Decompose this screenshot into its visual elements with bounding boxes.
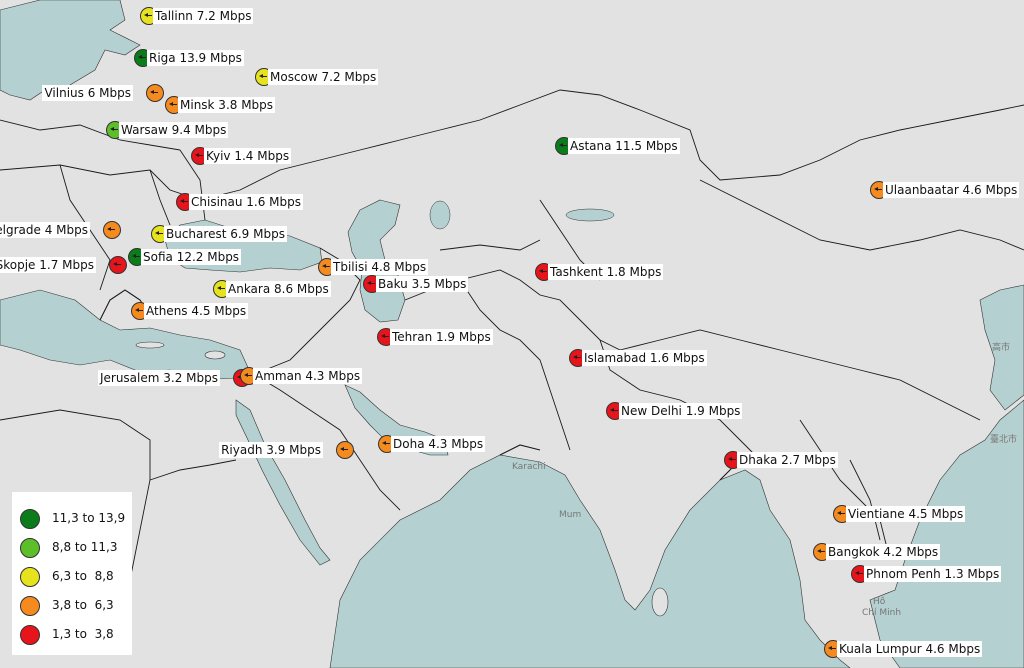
city-speed-label: Belgrade 4 Mbps <box>0 222 90 238</box>
city-speed-label: Moscow 7.2 Mbps <box>268 69 379 85</box>
city-speed-label: Tallinn 7.2 Mbps <box>153 8 254 24</box>
city-speed-label: Kyiv 1.4 Mbps <box>204 148 292 164</box>
east-china-sea <box>979 284 1024 411</box>
legend-swatch <box>20 596 40 616</box>
speed-dot[interactable] <box>103 221 121 239</box>
baltic-sea <box>0 0 141 101</box>
city-speed-label: Minsk 3.8 Mbps <box>178 97 276 113</box>
lake-balkhash <box>565 208 615 222</box>
legend: 11,3 to 13,9 8,8 to 11,3 6,3 to 8,8 3,8 … <box>12 492 132 655</box>
city-speed-label: Doha 4.3 Mbps <box>391 436 486 452</box>
city-speed-label: Warsaw 9.4 Mbps <box>119 122 229 138</box>
city-speed-label: Riyadh 3.9 Mbps <box>219 442 323 458</box>
speed-dot[interactable] <box>336 441 354 459</box>
city-speed-label: New Delhi 1.9 Mbps <box>619 403 743 419</box>
bg-label-ho: Hồ <box>873 597 886 607</box>
sri-lanka <box>651 587 669 617</box>
legend-label: 11,3 to 13,9 <box>52 511 126 525</box>
city-speed-label: Islamabad 1.6 Mbps <box>582 350 707 366</box>
bg-label-mumbai: Mum <box>559 510 582 520</box>
city-speed-label: Ulaanbaatar 4.6 Mbps <box>883 182 1020 198</box>
bg-label-karachi: Karachi <box>512 462 546 472</box>
city-speed-label: Tashkent 1.8 Mbps <box>548 264 664 280</box>
city-speed-label: Sofia 12.2 Mbps <box>141 249 242 265</box>
city-speed-label: Ankara 8.6 Mbps <box>226 281 331 297</box>
city-speed-label: Tbilisi 4.8 Mbps <box>331 259 429 275</box>
legend-label: 6,3 to 8,8 <box>52 569 114 583</box>
city-speed-label: Astana 11.5 Mbps <box>568 138 680 154</box>
city-speed-label: Skopje 1.7 Mbps <box>0 257 96 273</box>
city-speed-label: Vilnius 6 Mbps <box>42 85 133 101</box>
legend-swatch <box>20 567 40 587</box>
city-speed-label: Tehran 1.9 Mbps <box>390 329 493 345</box>
city-speed-label: Amman 4.3 Mbps <box>253 368 363 384</box>
legend-label: 1,3 to 3,8 <box>52 627 114 641</box>
city-speed-label: Chisinau 1.6 Mbps <box>189 194 304 210</box>
city-speed-label: Baku 3.5 Mbps <box>376 276 469 292</box>
aral-sea <box>429 200 451 230</box>
legend-label: 3,8 to 6,3 <box>52 598 114 612</box>
crete <box>135 341 165 349</box>
speed-dot[interactable] <box>146 84 164 102</box>
city-speed-label: Athens 4.5 Mbps <box>144 303 249 319</box>
south-china-sea <box>869 399 1024 668</box>
indian-ocean <box>329 454 851 668</box>
city-speed-label: Riga 13.9 Mbps <box>147 50 244 66</box>
bg-label-city: 高市 <box>992 343 1011 353</box>
city-speed-label: Phnom Penh 1.3 Mbps <box>864 566 1002 582</box>
city-speed-label: Bangkok 4.2 Mbps <box>826 544 941 560</box>
city-speed-label: Dhaka 2.7 Mbps <box>737 452 838 468</box>
bg-label-ho-chi-minh: Chí Minh <box>862 608 902 618</box>
legend-swatch <box>20 509 40 529</box>
cyprus <box>204 350 226 360</box>
city-speed-label: Jerusalem 3.2 Mbps <box>97 370 220 386</box>
legend-label: 8,8 to 11,3 <box>52 540 118 554</box>
legend-swatch <box>20 625 40 645</box>
bg-label-taipei: 臺北市 <box>990 435 1018 445</box>
legend-swatch <box>20 538 40 558</box>
city-speed-label: Bucharest 6.9 Mbps <box>164 226 287 242</box>
speed-dot[interactable] <box>109 256 127 274</box>
city-speed-label: Kuala Lumpur 4.6 Mbps <box>837 641 983 657</box>
city-speed-label: Vientiane 4.5 Mbps <box>846 506 966 522</box>
